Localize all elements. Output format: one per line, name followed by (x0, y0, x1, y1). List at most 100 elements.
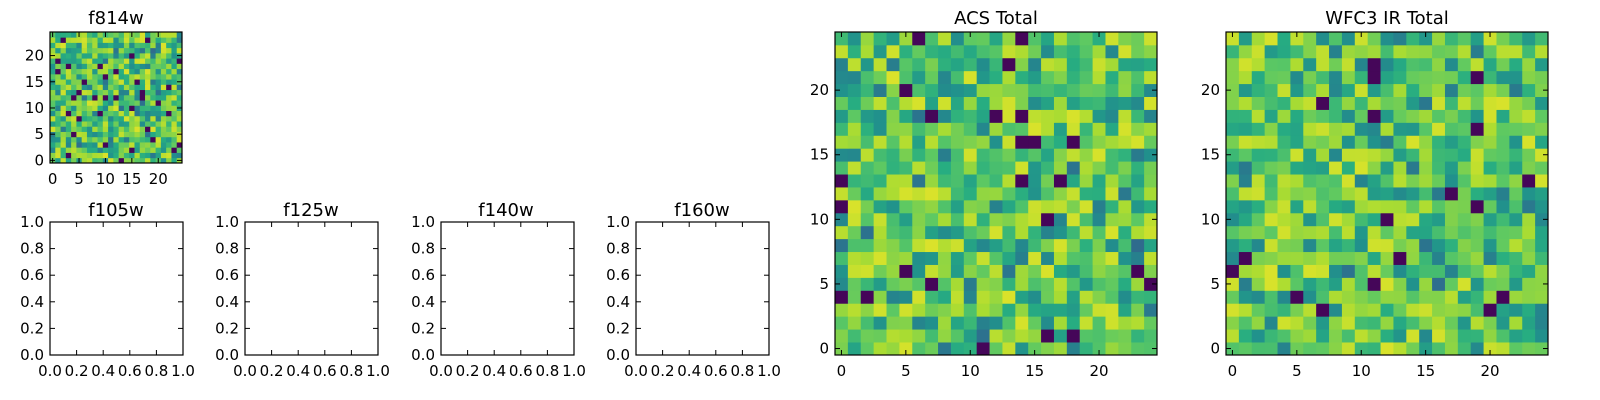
heatmap-cell (1264, 57, 1278, 72)
heatmap-cell (1354, 109, 1369, 123)
heatmap-cell (1419, 161, 1433, 175)
heatmap-cell (150, 42, 156, 49)
heatmap-cell (886, 44, 900, 59)
heatmap-cell (860, 199, 875, 214)
heatmap-cell (171, 136, 178, 143)
heatmap-cell (899, 148, 913, 162)
heatmap-cell (97, 73, 104, 80)
heatmap-cell (1079, 161, 1093, 175)
heatmap-cell (60, 121, 67, 127)
heatmap-cell (150, 136, 156, 143)
heatmap-cell (1535, 96, 1549, 110)
heatmap-cell (1002, 161, 1016, 175)
heatmap-cell (1316, 70, 1330, 85)
heatmap-cell (71, 152, 77, 159)
heatmap-cell (150, 115, 156, 122)
heatmap-cell (1419, 109, 1433, 123)
y-tick-label: 1.0 (20, 213, 44, 231)
heatmap-cell (925, 303, 939, 317)
heatmap-cell (1118, 187, 1132, 201)
heatmap-cell (912, 303, 926, 317)
heatmap-cell (118, 100, 125, 106)
heatmap-cell (171, 84, 178, 91)
heatmap-cell (1118, 148, 1132, 162)
heatmap-cell (1131, 199, 1145, 214)
heatmap-cell (145, 142, 151, 148)
heatmap-cell (1419, 264, 1433, 278)
heatmap-cell (118, 147, 125, 153)
heatmap-cell (1393, 57, 1407, 72)
heatmap-cell (166, 110, 172, 117)
heatmap-cell (1522, 316, 1536, 330)
heatmap-cell (1041, 44, 1055, 59)
heatmap-cell (134, 126, 141, 132)
heatmap-cell (1053, 70, 1068, 85)
heatmap-cell (1509, 251, 1523, 265)
heatmap-cell (1041, 199, 1055, 214)
heatmap-cell (1226, 57, 1240, 72)
heatmap-cell (1290, 135, 1304, 149)
heatmap-cell (1367, 264, 1381, 278)
axes-frame (49, 31, 183, 164)
heatmap-cell (835, 122, 849, 136)
heatmap-cell (1329, 316, 1343, 330)
heatmap-cell (145, 100, 151, 106)
heatmap-cell (1066, 303, 1081, 317)
heatmap-cell (92, 136, 98, 143)
heatmap-cell (1226, 342, 1240, 356)
heatmap-cell (97, 68, 104, 75)
heatmap-cell (1354, 316, 1369, 330)
heatmap-cell (155, 147, 162, 153)
heatmap-cell (1131, 174, 1145, 188)
x-tick-label: 0.4 (91, 362, 115, 380)
heatmap-cell (1432, 96, 1446, 110)
heatmap-cell (1251, 161, 1266, 175)
heatmap-cell (938, 161, 952, 175)
heatmap-cell (160, 32, 167, 38)
heatmap-cell (950, 148, 965, 162)
heatmap-cell (134, 157, 141, 164)
heatmap-cell (1380, 199, 1394, 214)
heatmap-cell (1066, 109, 1081, 123)
heatmap-cell (1341, 135, 1356, 149)
heatmap-cell (65, 68, 72, 75)
heatmap-cell (1432, 109, 1446, 123)
heatmap-cell (76, 89, 83, 96)
heatmap-cell (1444, 264, 1459, 278)
heatmap-cell (1444, 44, 1459, 59)
heatmap-cell (1092, 316, 1106, 330)
panel-title: f125w (283, 200, 338, 221)
heatmap-cell (886, 238, 900, 253)
heatmap-cell (1303, 32, 1317, 46)
panel-f140w: f140w 0.0 0.2 0.4 0.6 0.8 1.00.00.20.40.60.81… (411, 200, 586, 380)
heatmap-cell (1277, 342, 1291, 356)
heatmap-cell (60, 115, 67, 122)
heatmap-cell (1354, 148, 1369, 162)
y-tick-label: 1.0 (215, 213, 239, 231)
heatmap-cell (171, 42, 178, 49)
heatmap-cell (925, 212, 939, 227)
axes-frame (1225, 31, 1549, 356)
heatmap-cell (1354, 187, 1369, 201)
heatmap-cell (1131, 148, 1145, 162)
heatmap-cell (1015, 96, 1029, 110)
heatmap-cell (1079, 290, 1093, 304)
heatmap-cell (1131, 96, 1145, 110)
heatmap-cell (976, 329, 990, 343)
panel-title: f814w (88, 8, 143, 29)
heatmap-cell (1238, 199, 1253, 214)
heatmap-cell (65, 136, 72, 143)
heatmap-cell (92, 152, 98, 159)
heatmap-cell (1522, 251, 1536, 265)
heatmap-cell (139, 115, 146, 122)
heatmap-cell (129, 42, 135, 49)
heatmap-cell (113, 58, 120, 64)
heatmap-cell (150, 131, 156, 138)
heatmap-cell (1079, 225, 1093, 240)
heatmap-cell (1118, 251, 1132, 265)
heatmap-cell (1092, 329, 1106, 343)
heatmap-cell (1002, 96, 1016, 110)
y-tick-label: 15 (25, 73, 44, 91)
heatmap-cell (118, 32, 125, 38)
heatmap-cell (925, 57, 939, 72)
